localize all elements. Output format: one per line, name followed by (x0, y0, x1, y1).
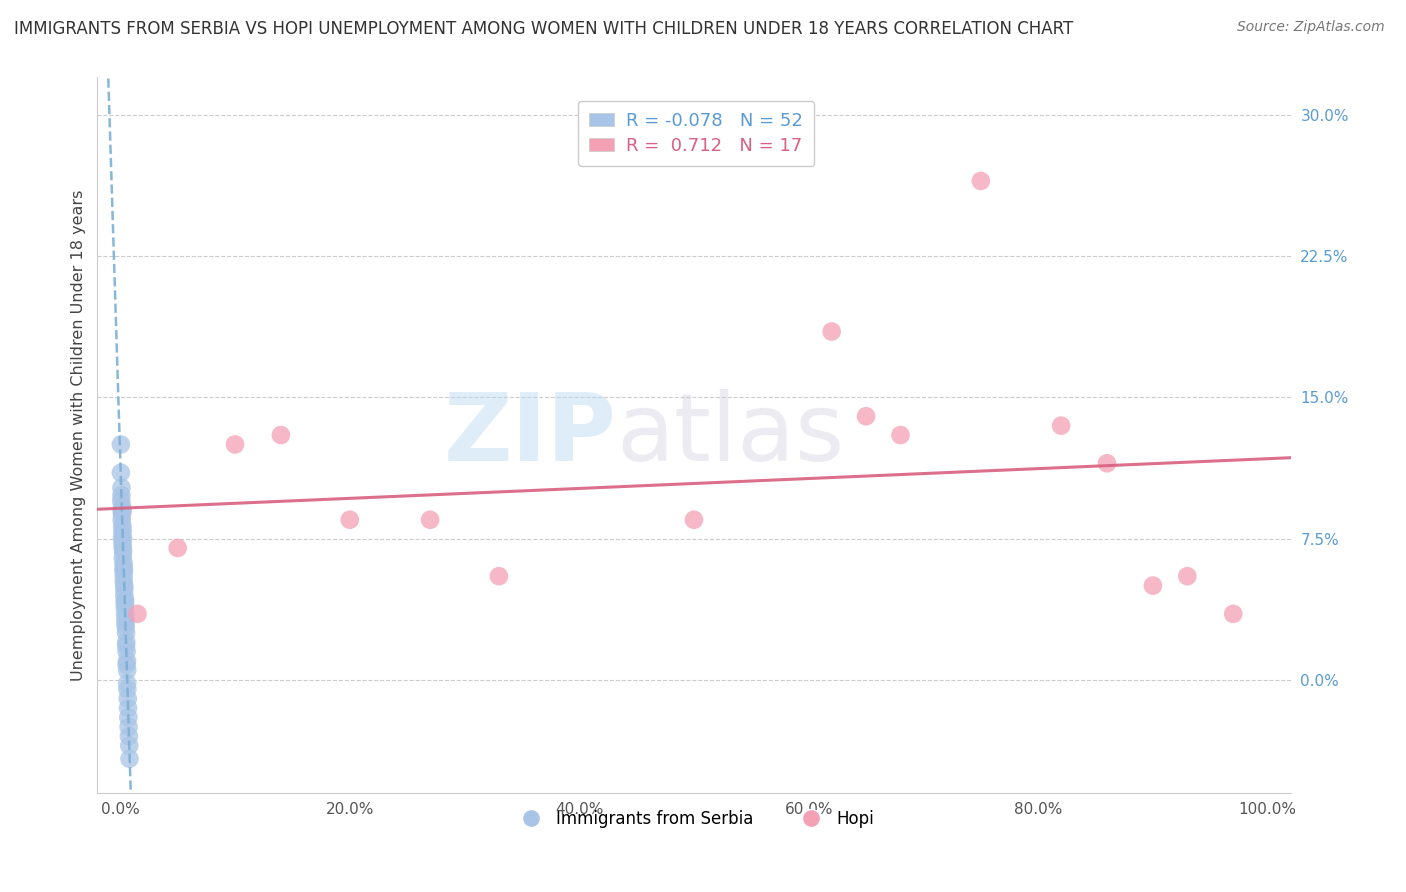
Point (115, 639, 138, 653)
Point (114, 607, 136, 621)
Point (970, 174, 993, 188)
Point (114, 593, 136, 607)
Point (114, 620, 136, 634)
Point (112, 545, 135, 559)
Point (112, 564, 135, 578)
Point (111, 513, 134, 527)
Point (1175, 569, 1198, 583)
Point (1222, 607, 1244, 621)
Point (115, 676, 138, 690)
Point (118, 739, 141, 753)
Point (118, 729, 141, 743)
Point (111, 532, 134, 546)
Point (112, 559, 135, 574)
Point (114, 593, 136, 607)
Point (117, 691, 139, 706)
Point (339, 513, 361, 527)
Point (889, 428, 911, 442)
Point (114, 598, 136, 612)
Point (114, 601, 136, 615)
Point (111, 503, 134, 517)
Point (127, 607, 149, 621)
Point (112, 569, 135, 583)
Point (419, 513, 441, 527)
Point (115, 644, 138, 658)
Point (115, 654, 138, 668)
Point (115, 657, 138, 672)
Point (1095, 456, 1118, 470)
Point (112, 532, 135, 546)
Text: Source: ZipAtlas.com: Source: ZipAtlas.com (1237, 20, 1385, 34)
Point (166, 541, 188, 555)
Point (111, 541, 134, 555)
Point (110, 481, 132, 495)
Point (112, 582, 135, 597)
Point (111, 525, 134, 540)
Point (112, 556, 135, 570)
Point (1050, 418, 1073, 433)
Point (855, 409, 877, 424)
Point (224, 437, 246, 451)
Point (110, 466, 132, 480)
Point (112, 574, 135, 589)
Text: IMMIGRANTS FROM SERBIA VS HOPI UNEMPLOYMENT AMONG WOMEN WITH CHILDREN UNDER 18 Y: IMMIGRANTS FROM SERBIA VS HOPI UNEMPLOYM… (14, 20, 1073, 37)
Text: atlas: atlas (616, 389, 845, 481)
Point (112, 588, 135, 602)
Point (111, 500, 134, 514)
Point (111, 537, 134, 551)
Point (115, 625, 138, 640)
Point (117, 710, 139, 724)
Point (110, 488, 132, 502)
Point (115, 663, 138, 677)
Point (683, 513, 706, 527)
Point (112, 579, 135, 593)
Point (270, 428, 292, 442)
Point (111, 518, 134, 533)
Point (117, 720, 139, 734)
Point (1142, 579, 1164, 593)
Point (111, 550, 134, 565)
Point (118, 752, 141, 766)
Point (110, 437, 132, 451)
Point (117, 701, 139, 715)
Point (111, 503, 134, 517)
Point (111, 507, 134, 521)
Point (117, 682, 139, 697)
Point (115, 635, 138, 649)
Y-axis label: Unemployment Among Women with Children Under 18 years: Unemployment Among Women with Children U… (72, 189, 86, 681)
Point (821, 325, 844, 339)
Point (114, 616, 136, 631)
Point (110, 494, 132, 508)
Legend: Immigrants from Serbia, Hopi: Immigrants from Serbia, Hopi (508, 803, 880, 834)
Point (112, 564, 135, 578)
Point (114, 613, 136, 627)
Text: ZIP: ZIP (443, 389, 616, 481)
Point (111, 522, 134, 536)
Point (488, 569, 510, 583)
